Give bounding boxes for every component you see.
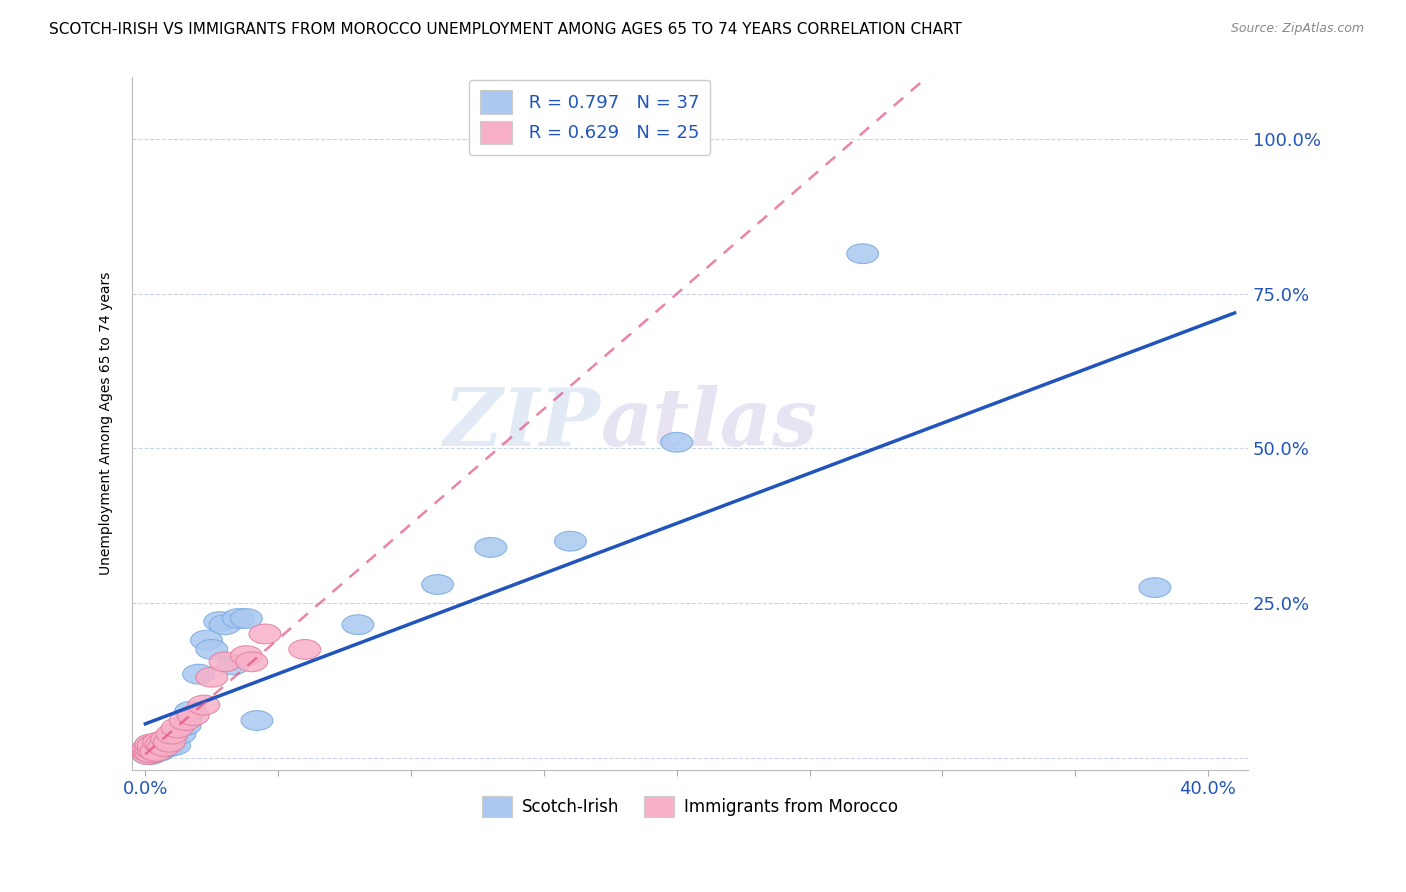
Ellipse shape [342, 615, 374, 634]
Ellipse shape [1139, 578, 1171, 598]
Ellipse shape [145, 734, 177, 754]
Ellipse shape [165, 724, 195, 744]
Legend: Scotch-Irish, Immigrants from Morocco: Scotch-Irish, Immigrants from Morocco [475, 789, 905, 824]
Ellipse shape [177, 706, 209, 725]
Ellipse shape [846, 244, 879, 263]
Ellipse shape [138, 743, 169, 763]
Ellipse shape [195, 667, 228, 687]
Ellipse shape [135, 735, 167, 756]
Text: ZIP: ZIP [444, 385, 600, 462]
Ellipse shape [191, 631, 222, 650]
Ellipse shape [661, 433, 693, 452]
Ellipse shape [132, 745, 165, 764]
Ellipse shape [159, 735, 191, 756]
Ellipse shape [138, 737, 169, 756]
Ellipse shape [236, 652, 267, 672]
Ellipse shape [231, 608, 263, 628]
Ellipse shape [174, 701, 207, 721]
Ellipse shape [132, 745, 165, 764]
Text: SCOTCH-IRISH VS IMMIGRANTS FROM MOROCCO UNEMPLOYMENT AMONG AGES 65 TO 74 YEARS C: SCOTCH-IRISH VS IMMIGRANTS FROM MOROCCO … [49, 22, 962, 37]
Ellipse shape [288, 640, 321, 659]
Ellipse shape [169, 711, 201, 731]
Ellipse shape [143, 741, 174, 762]
Ellipse shape [183, 665, 215, 684]
Ellipse shape [132, 739, 165, 758]
Ellipse shape [132, 741, 165, 762]
Ellipse shape [138, 740, 169, 760]
Ellipse shape [135, 740, 167, 760]
Ellipse shape [141, 734, 172, 754]
Ellipse shape [475, 538, 506, 558]
Ellipse shape [145, 732, 177, 752]
Ellipse shape [135, 739, 167, 758]
Ellipse shape [209, 615, 240, 634]
Ellipse shape [240, 711, 273, 731]
Ellipse shape [554, 532, 586, 551]
Ellipse shape [156, 729, 188, 749]
Ellipse shape [143, 735, 174, 756]
Ellipse shape [135, 743, 167, 763]
Y-axis label: Unemployment Among Ages 65 to 74 years: Unemployment Among Ages 65 to 74 years [100, 272, 114, 575]
Ellipse shape [204, 612, 236, 632]
Ellipse shape [132, 741, 165, 762]
Ellipse shape [132, 739, 165, 758]
Ellipse shape [209, 652, 240, 672]
Ellipse shape [153, 732, 186, 752]
Ellipse shape [150, 729, 183, 749]
Ellipse shape [141, 741, 172, 762]
Ellipse shape [222, 608, 254, 628]
Ellipse shape [148, 737, 180, 756]
Ellipse shape [169, 715, 201, 735]
Ellipse shape [150, 734, 183, 754]
Ellipse shape [156, 724, 188, 744]
Ellipse shape [135, 734, 167, 754]
Text: Source: ZipAtlas.com: Source: ZipAtlas.com [1230, 22, 1364, 36]
Ellipse shape [138, 735, 169, 756]
Text: atlas: atlas [600, 385, 818, 462]
Ellipse shape [422, 574, 454, 594]
Ellipse shape [153, 737, 186, 756]
Ellipse shape [135, 745, 167, 764]
Ellipse shape [188, 695, 219, 715]
Ellipse shape [231, 646, 263, 665]
Ellipse shape [195, 640, 228, 659]
Ellipse shape [141, 740, 172, 760]
Ellipse shape [148, 739, 180, 758]
Ellipse shape [249, 624, 281, 644]
Ellipse shape [162, 718, 193, 738]
Ellipse shape [143, 732, 174, 752]
Ellipse shape [217, 655, 249, 674]
